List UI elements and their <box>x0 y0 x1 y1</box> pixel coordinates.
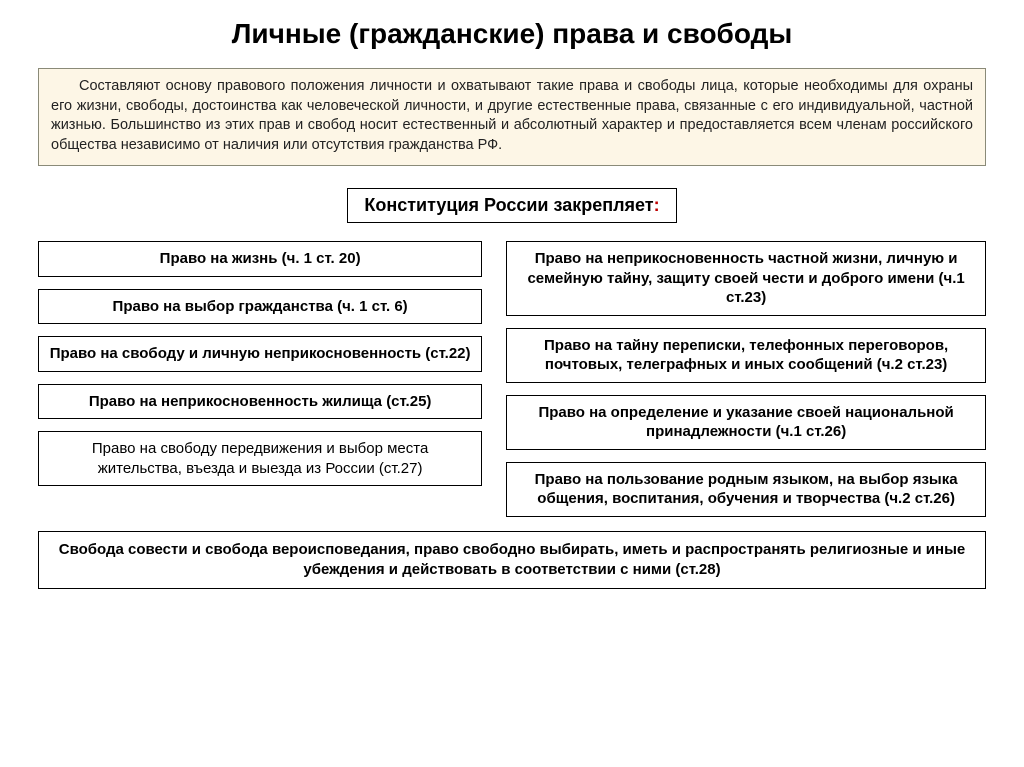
right-box: Право на пользование родным языком, на в… <box>506 462 986 517</box>
subtitle-colon: : <box>654 195 660 215</box>
two-column-area: Право на жизнь (ч. 1 ст. 20) Право на вы… <box>38 241 986 517</box>
right-box: Право на неприкосновенность жилища (ст.2… <box>38 384 482 420</box>
intro-paragraph-box: Составляют основу правового положения ли… <box>38 68 986 166</box>
right-box: Право на тайну переписки, телефонных пер… <box>506 328 986 383</box>
page-title: Личные (гражданские) права и свободы <box>38 18 986 50</box>
right-box: Право на свободу передвижения и выбор ме… <box>38 431 482 486</box>
intro-text: Составляют основу правового положения ли… <box>51 78 973 153</box>
right-box: Право на неприкосновенность частной жизн… <box>506 241 986 316</box>
subtitle-wrap: Конституция России закрепляет: <box>38 188 986 223</box>
right-box: Право на жизнь (ч. 1 ст. 20) <box>38 241 482 277</box>
subtitle-box: Конституция России закрепляет: <box>347 188 676 223</box>
subtitle-text: Конституция России закрепляет <box>364 195 653 215</box>
right-box: Право на определение и указание своей на… <box>506 395 986 450</box>
right-box: Право на свободу и личную неприкосновенн… <box>38 336 482 372</box>
bottom-full-width-box: Свобода совести и свобода вероисповедани… <box>38 531 986 590</box>
left-column: Право на жизнь (ч. 1 ст. 20) Право на вы… <box>38 241 482 486</box>
right-box: Право на выбор гражданства (ч. 1 ст. 6) <box>38 289 482 325</box>
slide-page: Личные (гражданские) права и свободы Сос… <box>0 0 1024 767</box>
right-column: Право на неприкосновенность частной жизн… <box>506 241 986 517</box>
